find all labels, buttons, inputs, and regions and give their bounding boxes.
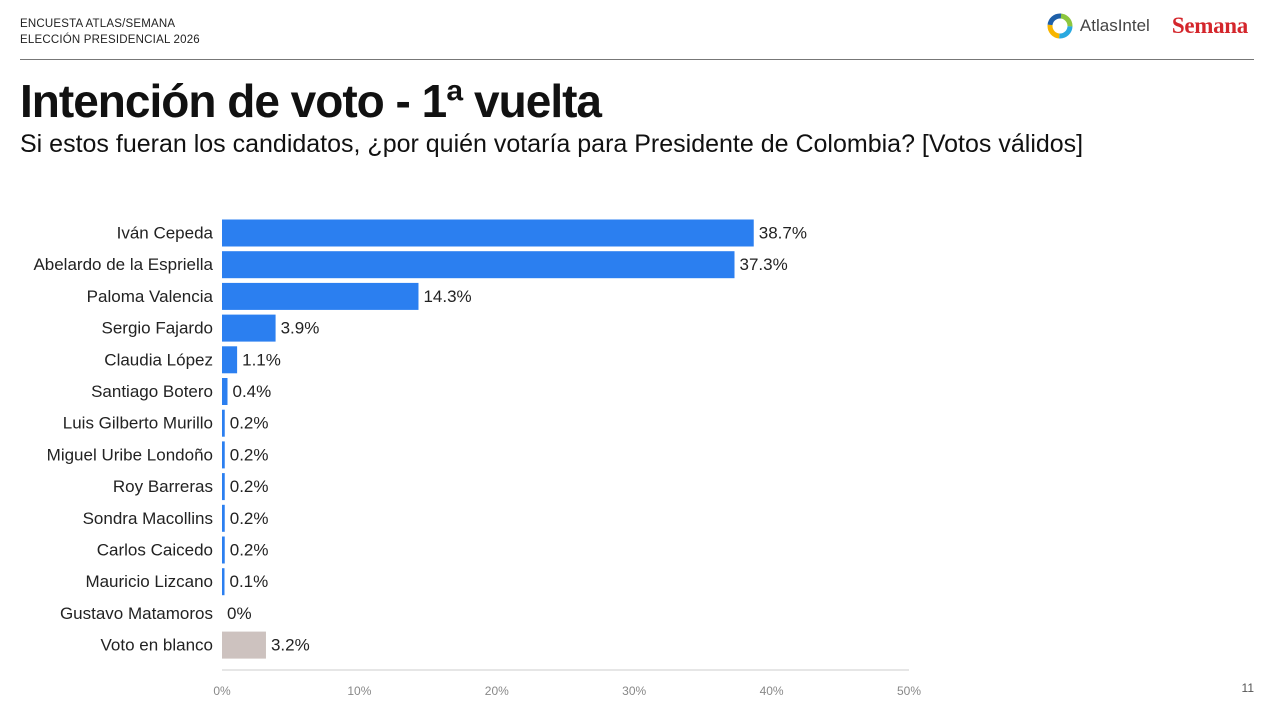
atlasintel-wordmark: AtlasIntel — [1079, 16, 1150, 35]
candidate-bar — [222, 251, 735, 279]
candidate-bar — [222, 378, 228, 405]
survey-line-2: ELECCIÓN PRESIDENCIAL 2026 — [20, 34, 200, 46]
category-label: Sergio Fajardo — [101, 319, 213, 338]
value-label: 0% — [227, 604, 252, 623]
candidate-bar — [222, 568, 225, 596]
category-label: Santiago Botero — [91, 382, 213, 401]
survey-tag: ENCUESTA ATLAS/SEMANA ELECCIÓN PRESIDENC… — [20, 16, 200, 48]
category-label: Gustavo Matamoros — [60, 604, 213, 623]
candidate-bar — [222, 441, 225, 469]
category-label: Iván Cepeda — [117, 224, 214, 243]
header-divider — [20, 59, 1254, 60]
survey-line-1: ENCUESTA ATLAS/SEMANA — [20, 18, 176, 30]
value-label: 0.4% — [232, 382, 271, 401]
blank-vote-bar — [222, 631, 266, 659]
value-label: 37.3% — [740, 255, 788, 274]
candidate-bar — [222, 282, 419, 310]
candidate-bar — [222, 219, 754, 247]
category-label: Sondra Macollins — [83, 509, 213, 528]
value-label: 0.1% — [230, 572, 269, 591]
value-label: 14.3% — [423, 287, 471, 306]
candidate-bar — [222, 314, 276, 342]
value-label: 0.2% — [230, 509, 269, 528]
page-number: 11 — [1241, 681, 1254, 695]
category-label: Mauricio Lizcano — [85, 572, 213, 591]
candidate-bar — [222, 504, 225, 532]
atlasintel-logo: AtlasIntel — [1046, 12, 1150, 40]
value-label: 1.1% — [242, 350, 281, 369]
page-title: Intención de voto - 1ª vuelta — [20, 75, 602, 127]
value-label: 3.2% — [271, 636, 310, 655]
value-label: 0.2% — [230, 445, 269, 464]
page-subtitle: Si estos fueran los candidatos, ¿por qui… — [20, 130, 1084, 158]
x-tick-label: 30% — [622, 684, 646, 698]
x-tick-label: 20% — [485, 684, 509, 698]
logos: AtlasIntel Semana — [1046, 12, 1248, 40]
value-label: 38.7% — [759, 224, 807, 243]
category-label: Paloma Valencia — [87, 287, 214, 306]
category-label: Carlos Caicedo — [97, 541, 213, 560]
value-label: 0.2% — [230, 414, 269, 433]
x-tick-label: 10% — [347, 684, 371, 698]
x-tick-label: 40% — [760, 684, 784, 698]
candidate-bar — [222, 473, 225, 501]
category-label: Voto en blanco — [101, 636, 213, 655]
category-label: Luis Gilberto Murillo — [63, 414, 213, 433]
category-label: Abelardo de la Espriella — [33, 255, 213, 274]
category-label: Claudia López — [104, 350, 213, 369]
atlasintel-icon — [1047, 13, 1073, 39]
value-label: 0.2% — [230, 477, 269, 496]
candidate-bar — [222, 409, 225, 437]
candidate-bar — [222, 536, 225, 564]
x-tick-label: 50% — [897, 684, 921, 698]
semana-logo: Semana — [1171, 13, 1248, 38]
candidate-bar — [222, 346, 238, 374]
category-label: Roy Barreras — [113, 477, 213, 496]
value-label: 0.2% — [230, 541, 269, 560]
value-label: 3.9% — [281, 319, 320, 338]
category-label: Miguel Uribe Londoño — [47, 445, 213, 464]
x-tick-label: 0% — [213, 684, 231, 698]
